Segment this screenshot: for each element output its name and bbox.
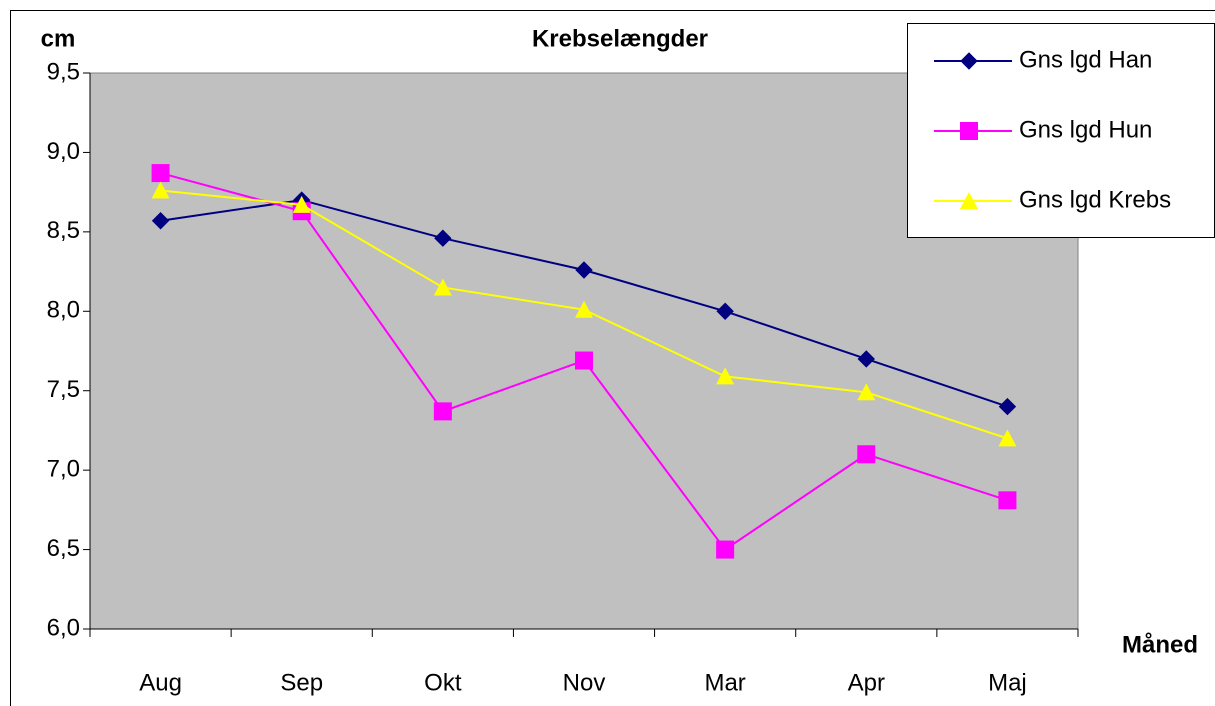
y-tick-label: 6,5 xyxy=(47,535,80,562)
data-point xyxy=(998,429,1017,447)
data-point xyxy=(433,278,452,296)
x-tick-label: Maj xyxy=(988,669,1027,696)
legend-label: Gns lgd Krebs xyxy=(1019,186,1171,213)
data-point xyxy=(857,383,876,401)
data-point xyxy=(433,402,452,421)
data-point xyxy=(716,367,735,385)
legend-label: Gns lgd Hun xyxy=(1019,116,1152,143)
y-tick-label: 7,0 xyxy=(47,455,80,482)
x-tick-label: Apr xyxy=(848,669,885,696)
legend-marker xyxy=(960,52,978,70)
y-tick-label: 6,0 xyxy=(47,614,80,641)
data-point xyxy=(151,181,170,199)
legend-marker xyxy=(960,122,978,140)
data-point xyxy=(857,445,876,464)
data-point xyxy=(857,350,875,368)
y-tick-label: 7,5 xyxy=(47,376,80,403)
x-tick-label: Okt xyxy=(424,669,462,696)
x-tick-label: Mar xyxy=(704,669,745,696)
x-axis-label: Måned xyxy=(1122,631,1198,658)
data-point xyxy=(434,229,452,247)
data-point xyxy=(716,302,734,320)
data-point xyxy=(151,164,170,183)
y-tick-label: 9,0 xyxy=(47,138,80,165)
y-axis-label: cm xyxy=(41,25,76,52)
legend-label: Gns lgd Han xyxy=(1019,46,1152,73)
y-tick-label: 8,0 xyxy=(47,297,80,324)
data-point xyxy=(575,300,593,318)
data-point xyxy=(151,212,170,230)
legend-marker xyxy=(960,192,978,209)
y-tick-label: 9,5 xyxy=(47,58,80,85)
x-tick-label: Sep xyxy=(280,669,323,696)
data-point xyxy=(998,397,1017,416)
data-point xyxy=(716,540,735,559)
y-tick-label: 8,5 xyxy=(47,217,80,244)
x-tick-label: Aug xyxy=(139,669,182,696)
data-point xyxy=(575,351,593,370)
x-tick-label: Nov xyxy=(563,669,606,696)
data-point xyxy=(292,195,311,213)
data-point xyxy=(998,491,1017,510)
data-point xyxy=(575,261,593,279)
chart-title: Krebselængder xyxy=(532,25,708,52)
